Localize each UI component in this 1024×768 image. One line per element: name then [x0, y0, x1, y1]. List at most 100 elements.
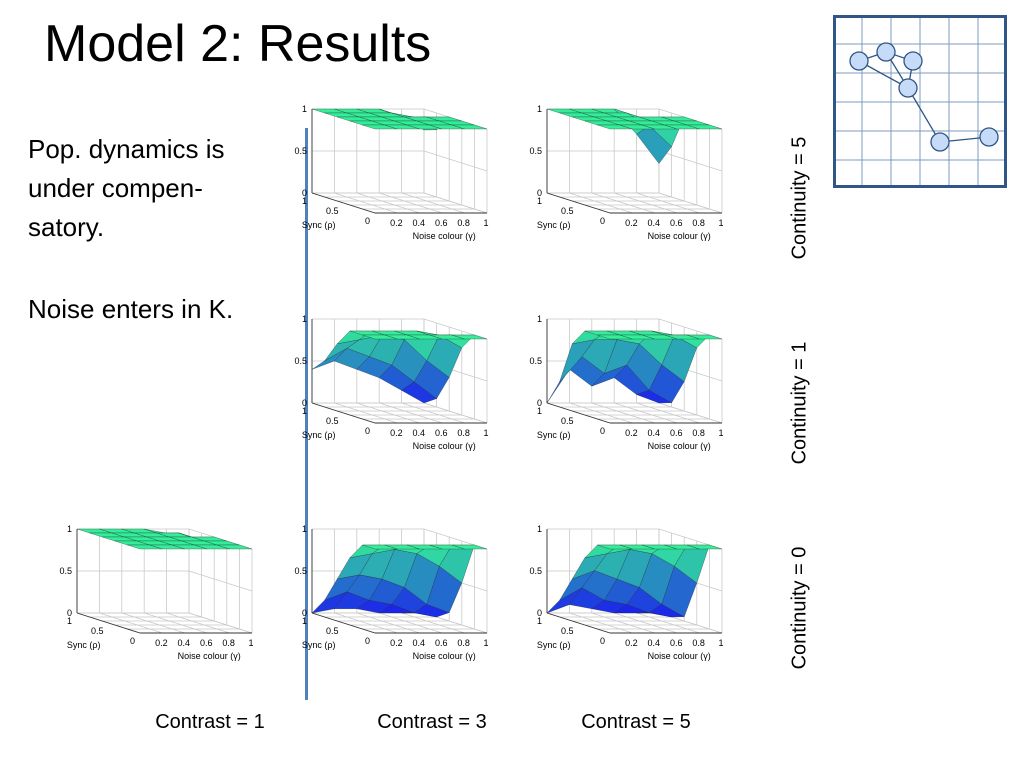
floor-gridline — [356, 612, 420, 634]
row-label-continuity-0: Continuity = 0 — [788, 546, 811, 670]
x-tick-label: 0.2 — [625, 428, 638, 438]
tick-labels: 00.510.2 0.4 0.6 0.8 100.51 — [529, 524, 723, 648]
y-tick-label: 0 — [365, 216, 370, 226]
x-tick-label: 0.6 — [435, 218, 448, 228]
surface — [311, 544, 488, 618]
y-tick-label: 0.5 — [561, 206, 574, 216]
x-tick-label: 1 — [483, 218, 488, 228]
floor-gridline — [591, 402, 655, 424]
y-tick-label: 0.5 — [326, 206, 339, 216]
surface — [546, 544, 723, 618]
floor-gridline — [591, 192, 655, 214]
tick-labels: 00.510.2 0.4 0.6 0.8 100.51 — [294, 314, 488, 438]
x-tick-label: 0.8 — [692, 428, 705, 438]
slide-title: Model 2: Results — [44, 15, 432, 73]
z-tick-label: 0 — [302, 398, 307, 408]
surface-patch — [451, 544, 488, 550]
column-label-contrast-5: Contrast = 5 — [581, 711, 691, 733]
x-tick-label: 0.2 — [390, 428, 403, 438]
x-tick-label: 0.2 — [390, 218, 403, 228]
floor-gridline — [334, 402, 398, 424]
surface-patch — [686, 544, 723, 550]
x-axis-label: Noise colour (γ) — [648, 441, 711, 451]
floor-gridline — [401, 402, 465, 424]
axis-line — [546, 612, 611, 634]
floor-gridline — [379, 192, 443, 214]
z-tick-label: 0 — [537, 398, 542, 408]
x-tick-label: 0.6 — [435, 638, 448, 648]
floor-gridline — [121, 612, 185, 634]
y-axis-label: Sync (ρ) — [537, 430, 571, 440]
y-tick-label: 1 — [67, 616, 72, 626]
x-tick-label: 0.8 — [692, 638, 705, 648]
z-tick-label: 0 — [537, 188, 542, 198]
x-tick-label: 1 — [718, 218, 723, 228]
x-axis-label: Noise colour (γ) — [413, 231, 476, 241]
x-tick-label: 0.6 — [435, 428, 448, 438]
floor-gridline — [658, 402, 723, 424]
tick-labels: 00.510.2 0.4 0.6 0.8 100.51 — [529, 314, 723, 438]
z-tick-label: 1 — [537, 314, 542, 324]
tick-labels: 00.510.2 0.4 0.6 0.8 100.51 — [529, 104, 723, 228]
z-tick-label: 0 — [537, 608, 542, 618]
z-tick-label: 1 — [537, 104, 542, 114]
y-tick-label: 0.5 — [326, 416, 339, 426]
surface — [546, 108, 723, 164]
grid-network-diagram — [833, 15, 1007, 188]
z-tick-label: 0.5 — [294, 356, 307, 366]
floor-gridline — [379, 402, 443, 424]
y-tick-label: 1 — [302, 616, 307, 626]
floor-gridline — [636, 402, 700, 424]
surface — [311, 108, 488, 131]
x-tick-label: 0.4 — [413, 218, 426, 228]
y-tick-label: 0.5 — [561, 626, 574, 636]
diagram-nodes — [849, 42, 999, 152]
y-tick-label: 1 — [302, 196, 307, 206]
wall-gridline — [547, 150, 723, 172]
floor-gridline — [99, 612, 163, 634]
axis-lines — [546, 109, 722, 214]
x-tick-label: 0.2 — [625, 218, 638, 228]
floor-gridline — [569, 402, 633, 424]
floor-gridline — [658, 192, 723, 214]
y-tick-label: 0 — [600, 636, 605, 646]
floor-gridline — [144, 612, 208, 634]
x-tick-label: 0.2 — [155, 638, 168, 648]
z-tick-label: 1 — [302, 524, 307, 534]
wall-gridline — [77, 570, 253, 592]
floor-gridline — [166, 612, 230, 634]
body-note: Noise enters in K. — [28, 294, 234, 324]
diagram-grid — [833, 15, 1007, 187]
y-tick-label: 0 — [600, 216, 605, 226]
y-axis-label: Sync (ρ) — [302, 640, 336, 650]
x-tick-label: 0.6 — [670, 638, 683, 648]
z-tick-label: 0 — [302, 608, 307, 618]
x-tick-label: 0.8 — [457, 218, 470, 228]
x-tick-label: 0.4 — [178, 638, 191, 648]
z-tick-label: 1 — [302, 104, 307, 114]
floor-gridline — [614, 402, 678, 424]
z-tick-label: 0.5 — [529, 566, 542, 576]
y-tick-label: 0 — [600, 426, 605, 436]
y-axis-label: Sync (ρ) — [67, 640, 101, 650]
column-label-contrast-1: Contrast = 1 — [155, 711, 265, 733]
z-tick-label: 1 — [302, 314, 307, 324]
axis-line — [546, 402, 611, 424]
z-tick-label: 0.5 — [294, 566, 307, 576]
floor-gridline — [356, 192, 420, 214]
x-axis-label: Noise colour (γ) — [413, 441, 476, 451]
x-tick-label: 0.6 — [200, 638, 213, 648]
axis-lines — [311, 529, 487, 634]
axis-line — [311, 612, 376, 634]
z-tick-label: 0.5 — [59, 566, 72, 576]
y-tick-label: 0.5 — [561, 416, 574, 426]
x-tick-label: 0.8 — [692, 218, 705, 228]
floor-gridline — [636, 192, 700, 214]
y-tick-label: 1 — [537, 406, 542, 416]
surface-patch — [216, 544, 253, 550]
x-tick-label: 0.2 — [625, 638, 638, 648]
